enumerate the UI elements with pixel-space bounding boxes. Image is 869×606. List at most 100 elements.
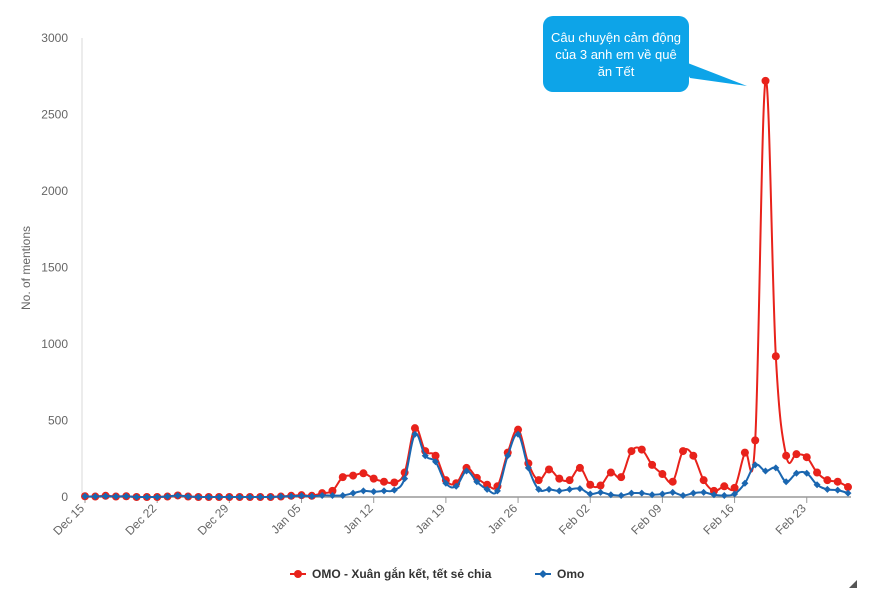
data-point[interactable] <box>720 491 728 499</box>
data-point[interactable] <box>401 475 409 483</box>
data-point[interactable] <box>576 485 584 493</box>
data-point[interactable] <box>308 492 316 500</box>
data-point[interactable] <box>813 468 822 477</box>
data-point[interactable] <box>668 477 677 486</box>
data-point[interactable] <box>504 452 512 460</box>
legend-label-omo[interactable]: Omo <box>557 567 584 581</box>
data-point[interactable] <box>555 474 564 483</box>
data-point[interactable] <box>122 492 130 500</box>
data-point[interactable] <box>699 476 708 485</box>
data-point[interactable] <box>771 352 780 361</box>
data-point[interactable] <box>328 491 336 499</box>
data-point[interactable] <box>163 493 171 501</box>
data-point[interactable] <box>669 488 677 496</box>
data-point[interactable] <box>91 493 99 501</box>
data-point[interactable] <box>596 481 605 490</box>
data-point[interactable] <box>731 490 739 498</box>
data-point[interactable] <box>792 469 800 477</box>
data-point[interactable] <box>566 485 574 493</box>
data-point[interactable] <box>627 447 636 456</box>
data-point[interactable] <box>813 481 821 489</box>
data-point[interactable] <box>679 447 688 456</box>
data-point[interactable] <box>473 478 481 486</box>
data-point[interactable] <box>648 460 657 469</box>
data-point[interactable] <box>194 493 202 501</box>
data-point[interactable] <box>463 467 470 475</box>
data-point[interactable] <box>772 464 780 472</box>
data-point[interactable] <box>236 493 244 501</box>
data-point[interactable] <box>565 476 574 485</box>
data-point[interactable] <box>380 477 389 486</box>
data-point[interactable] <box>277 493 285 501</box>
data-point[interactable] <box>411 430 419 438</box>
data-point[interactable] <box>133 493 141 501</box>
data-point[interactable] <box>751 461 759 469</box>
data-point[interactable] <box>740 448 749 457</box>
data-point[interactable] <box>823 485 831 493</box>
data-point[interactable] <box>256 493 264 501</box>
data-point[interactable] <box>689 489 697 497</box>
data-point[interactable] <box>833 477 842 486</box>
data-point[interactable] <box>844 483 852 492</box>
data-point[interactable] <box>586 480 595 489</box>
data-point[interactable] <box>730 483 739 492</box>
data-point[interactable] <box>215 493 223 501</box>
data-point[interactable] <box>514 430 522 438</box>
data-point[interactable] <box>143 493 151 501</box>
resize-handle-icon[interactable] <box>849 580 857 588</box>
data-point[interactable] <box>575 463 584 472</box>
data-point[interactable] <box>380 487 388 495</box>
data-point[interactable] <box>535 485 543 493</box>
data-point[interactable] <box>586 490 594 498</box>
data-point[interactable] <box>544 465 553 474</box>
data-point[interactable] <box>349 471 358 480</box>
data-point[interactable] <box>287 492 295 500</box>
legend-label-omo-xuan-gan-ket[interactable]: OMO - Xuân gắn kết, tết sẻ chia <box>312 566 492 581</box>
data-point[interactable] <box>823 476 832 485</box>
data-point[interactable] <box>802 453 811 462</box>
data-point[interactable] <box>607 491 615 499</box>
data-point[interactable] <box>638 489 646 497</box>
data-point[interactable] <box>205 493 213 501</box>
data-point[interactable] <box>627 489 635 497</box>
data-point[interactable] <box>246 493 254 501</box>
data-point[interactable] <box>338 473 347 482</box>
data-point[interactable] <box>782 478 790 486</box>
data-point[interactable] <box>741 479 749 487</box>
data-point[interactable] <box>349 489 357 497</box>
data-point[interactable] <box>617 473 626 482</box>
data-point[interactable] <box>184 493 192 501</box>
data-point[interactable] <box>431 451 440 460</box>
data-point[interactable] <box>751 436 760 445</box>
data-point[interactable] <box>318 491 326 499</box>
data-point[interactable] <box>339 491 347 499</box>
data-point[interactable] <box>700 488 708 496</box>
data-point[interactable] <box>762 467 770 475</box>
data-point[interactable] <box>483 480 492 489</box>
data-point[interactable] <box>617 491 625 499</box>
data-point[interactable] <box>534 476 543 485</box>
data-point[interactable] <box>298 492 306 500</box>
data-point[interactable] <box>679 491 687 499</box>
data-point[interactable] <box>689 451 698 460</box>
data-point[interactable] <box>597 488 605 496</box>
data-point[interactable] <box>782 451 791 460</box>
data-point[interactable] <box>370 488 378 496</box>
data-point[interactable] <box>709 486 718 495</box>
data-point[interactable] <box>442 479 450 487</box>
data-point[interactable] <box>174 491 182 499</box>
data-point[interactable] <box>545 485 553 493</box>
data-point[interactable] <box>658 470 667 479</box>
data-point[interactable] <box>720 482 729 491</box>
series-omo[interactable] <box>81 430 852 501</box>
data-point[interactable] <box>225 493 233 501</box>
data-point[interactable] <box>792 450 801 459</box>
data-point[interactable] <box>844 489 852 497</box>
data-point[interactable] <box>524 464 532 472</box>
data-point[interactable] <box>761 76 770 85</box>
data-point[interactable] <box>483 485 491 493</box>
data-point[interactable] <box>153 493 161 501</box>
data-point[interactable] <box>493 487 501 495</box>
data-point[interactable] <box>421 452 429 460</box>
data-point[interactable] <box>410 424 419 433</box>
